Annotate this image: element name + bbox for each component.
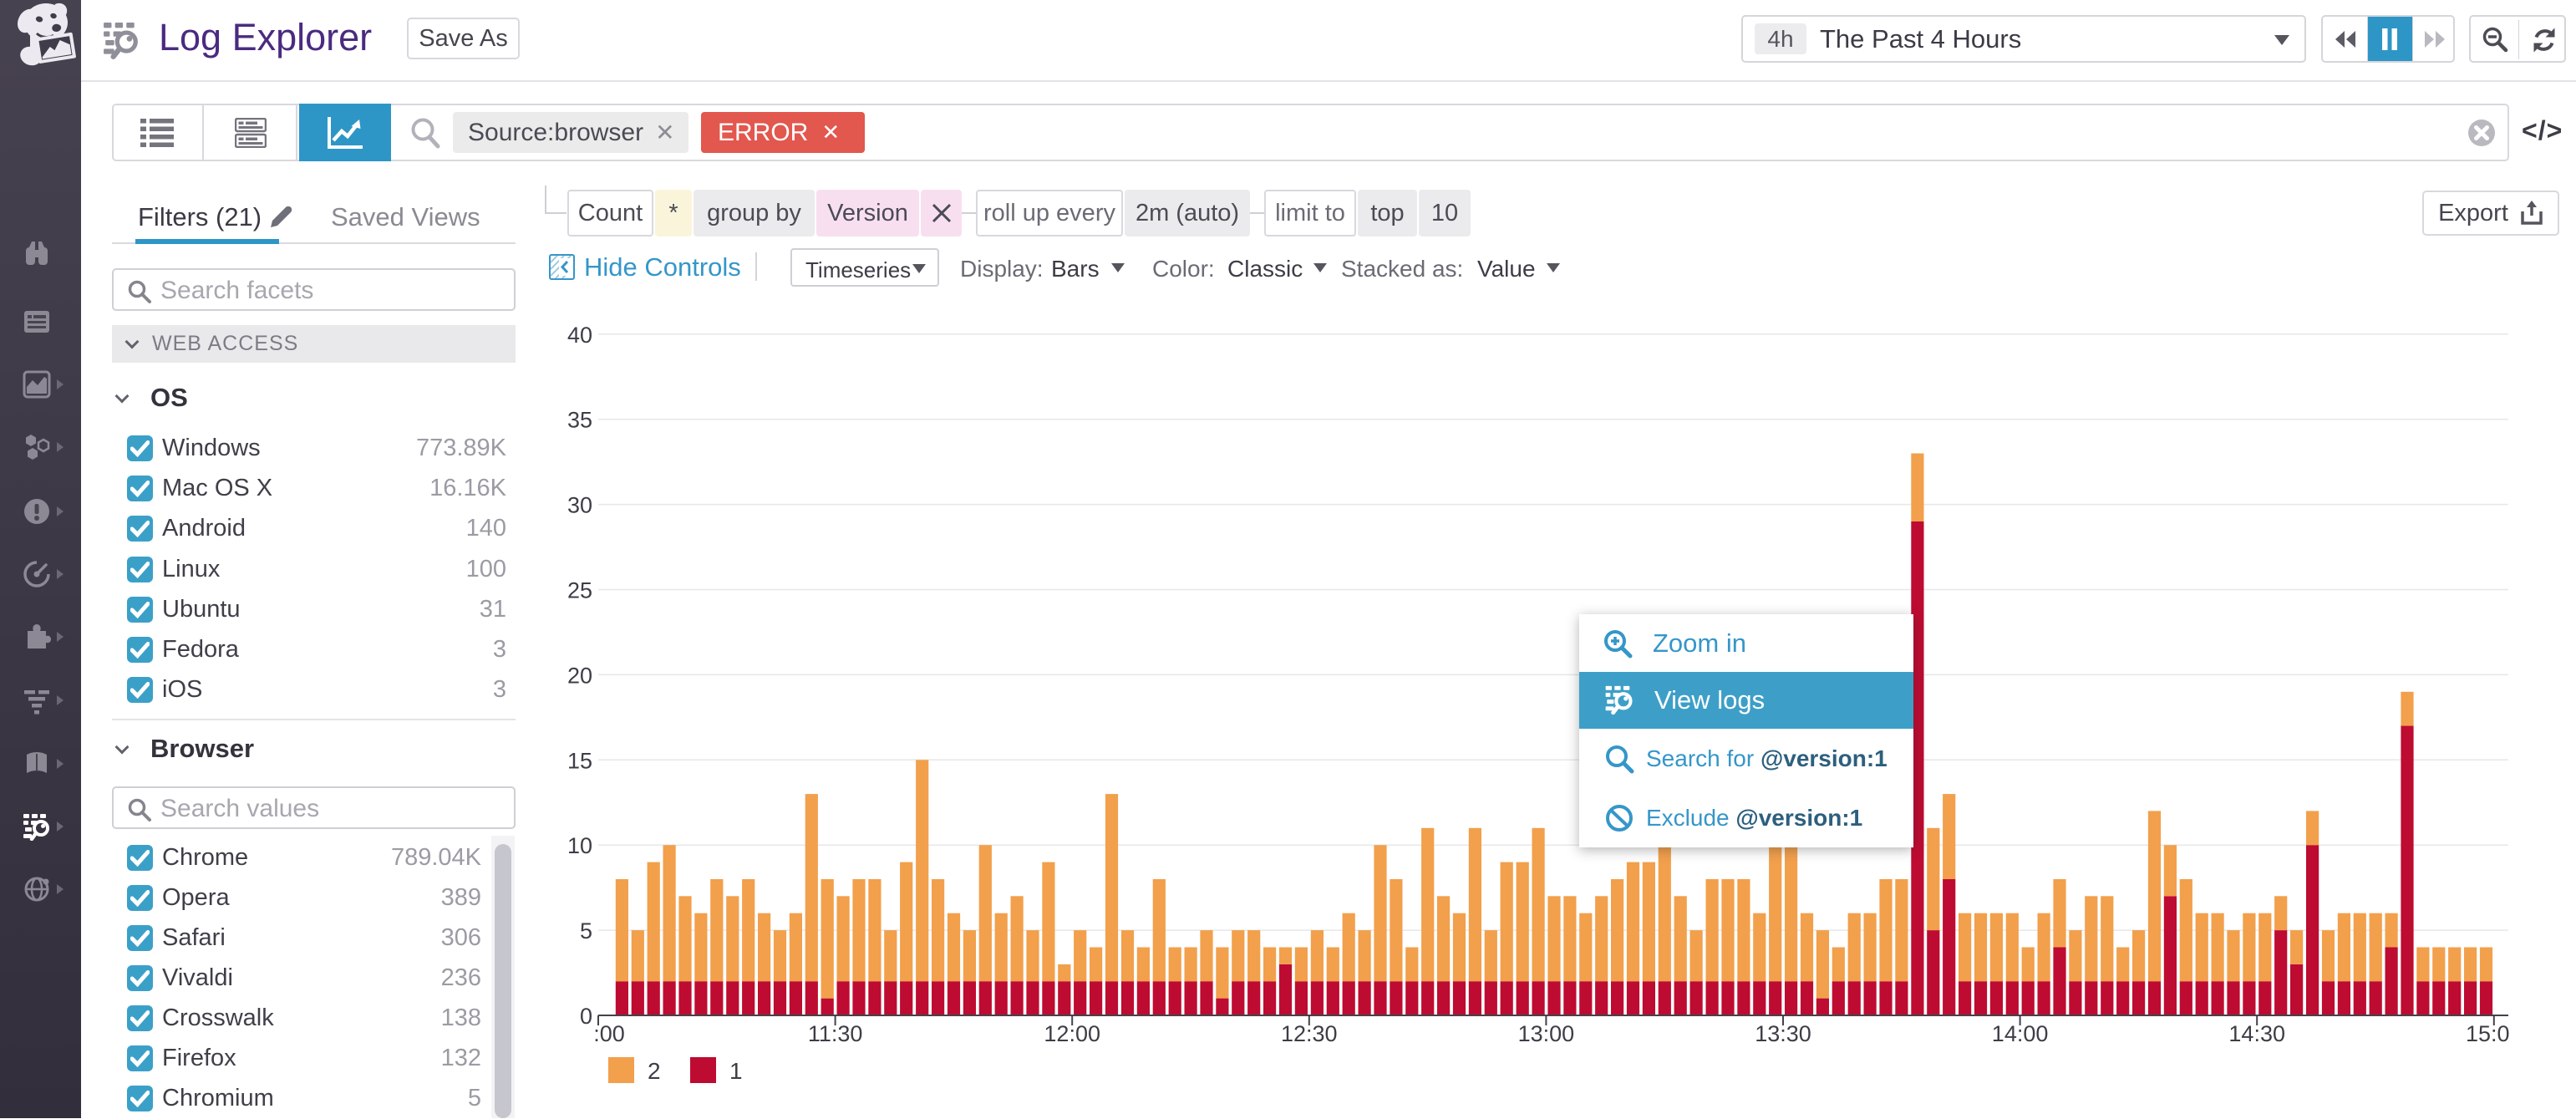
svg-text:30: 30 [567, 493, 592, 518]
svg-text:15: 15 [567, 748, 592, 773]
svg-text:12:00: 12:00 [1044, 1021, 1100, 1046]
svg-text:13:30: 13:30 [1755, 1021, 1811, 1046]
svg-text:20: 20 [567, 663, 592, 688]
svg-text:25: 25 [567, 578, 592, 603]
svg-text:11:30: 11:30 [808, 1021, 863, 1046]
svg-text:0: 0 [580, 1004, 592, 1029]
svg-text:35: 35 [567, 408, 592, 433]
svg-text:14:00: 14:00 [1992, 1021, 2049, 1046]
svg-text:12:30: 12:30 [1281, 1021, 1338, 1046]
svg-text::00: :00 [593, 1021, 625, 1046]
svg-text:14:30: 14:30 [2228, 1021, 2285, 1046]
svg-text:13:00: 13:00 [1518, 1021, 1575, 1046]
svg-text:40: 40 [567, 323, 592, 348]
svg-text:10: 10 [567, 833, 592, 858]
svg-text:5: 5 [580, 918, 592, 944]
